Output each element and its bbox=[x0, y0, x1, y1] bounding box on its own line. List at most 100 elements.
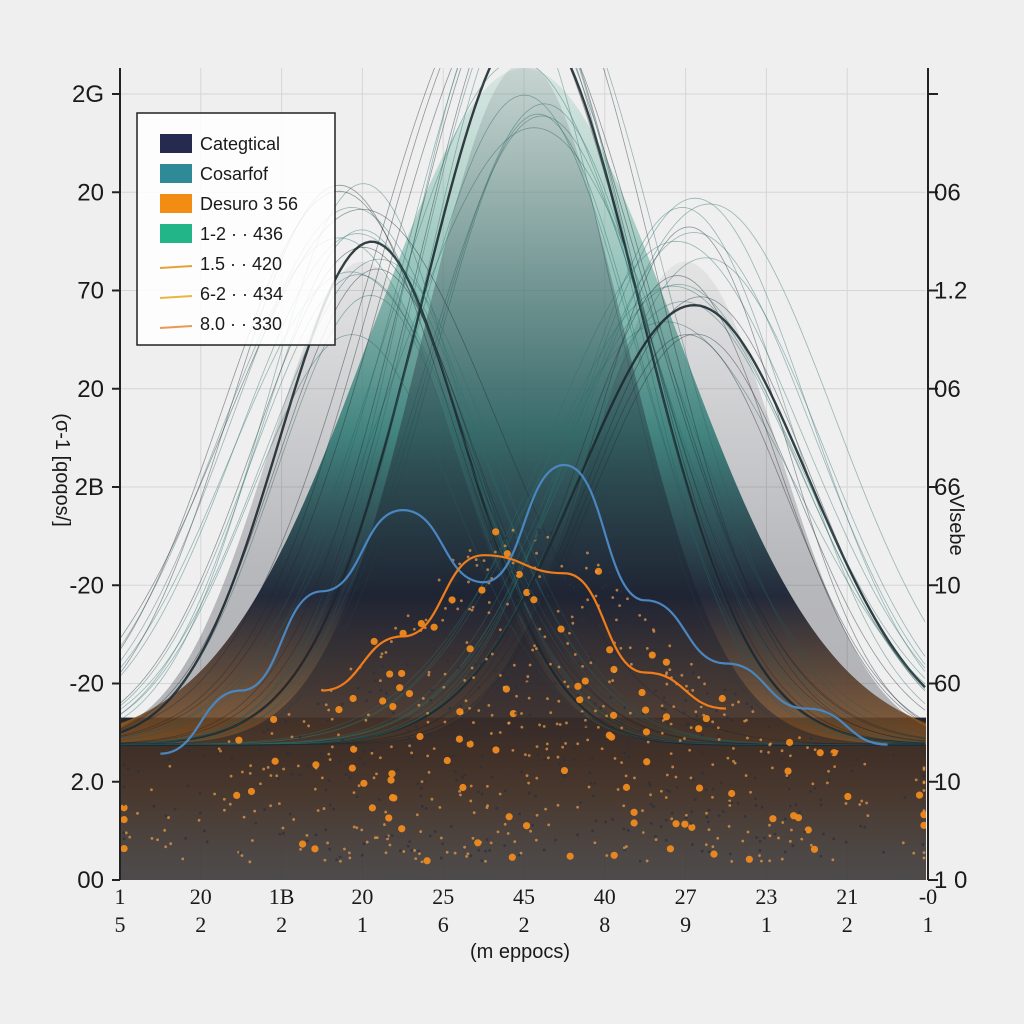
scatter-point bbox=[173, 807, 177, 811]
scatter-point bbox=[498, 673, 502, 677]
scatter-point bbox=[514, 711, 518, 715]
scatter-point bbox=[832, 837, 836, 841]
scatter-point bbox=[605, 854, 609, 857]
scatter-point bbox=[458, 789, 462, 793]
scatter-point bbox=[395, 768, 399, 772]
scatter-point bbox=[520, 770, 524, 774]
x-tick-label: 23 bbox=[755, 884, 777, 909]
scatter-point bbox=[665, 682, 669, 686]
scatter-point bbox=[326, 719, 330, 722]
scatter-point bbox=[704, 843, 708, 847]
scatter-point bbox=[504, 537, 508, 540]
scatter-point bbox=[372, 671, 376, 675]
scatter-point bbox=[593, 841, 597, 845]
y-tick-label-left: 20 bbox=[77, 376, 104, 403]
scatter-point bbox=[122, 803, 126, 806]
scatter-point bbox=[502, 685, 506, 689]
scatter-point bbox=[120, 844, 128, 853]
scatter-point bbox=[609, 696, 612, 699]
scatter-point bbox=[623, 751, 627, 755]
scatter-point bbox=[717, 738, 721, 741]
scatter-point bbox=[670, 817, 674, 821]
scatter-point bbox=[217, 752, 220, 756]
mesh-curve bbox=[120, 321, 926, 745]
x-tick-label: -0 bbox=[919, 884, 937, 909]
axes bbox=[119, 68, 929, 880]
scatter-point bbox=[599, 706, 603, 709]
scatter-point bbox=[711, 763, 715, 767]
scatter-point bbox=[430, 797, 434, 801]
x-tick-sublabel: 1 bbox=[761, 912, 772, 937]
scatter-point bbox=[671, 765, 675, 769]
scatter-point bbox=[710, 850, 718, 858]
scatter-point bbox=[622, 827, 626, 831]
scatter-point bbox=[357, 784, 361, 788]
scatter-point bbox=[417, 849, 421, 853]
scatter-point bbox=[515, 570, 523, 579]
scatter-point bbox=[622, 846, 626, 850]
scatter-point bbox=[759, 749, 763, 753]
scatter-point bbox=[352, 825, 356, 829]
scatter-point bbox=[547, 823, 551, 827]
scatter-point bbox=[922, 774, 926, 778]
scatter-point bbox=[416, 782, 420, 786]
scatter-point bbox=[419, 830, 423, 833]
scatter-point bbox=[365, 699, 369, 702]
scatter-point bbox=[733, 692, 737, 696]
scatter-point bbox=[213, 792, 216, 796]
scatter-point bbox=[638, 688, 646, 697]
scatter-point bbox=[788, 804, 792, 808]
scatter-point bbox=[408, 744, 412, 748]
scatter-point bbox=[546, 756, 550, 760]
scatter-point bbox=[690, 662, 693, 666]
scatter-point bbox=[699, 705, 703, 709]
scatter-point bbox=[844, 802, 848, 805]
scatter-point bbox=[863, 762, 867, 766]
scatter-point bbox=[721, 810, 725, 813]
scatter-point bbox=[456, 607, 460, 611]
scatter-point bbox=[579, 801, 582, 805]
scatter-point bbox=[528, 663, 532, 667]
scatter-point bbox=[780, 749, 784, 753]
legend-label: Desuro 3 56 bbox=[200, 194, 298, 214]
legend-swatch bbox=[160, 194, 192, 213]
scatter-point bbox=[922, 851, 926, 855]
scatter-point bbox=[360, 828, 364, 832]
scatter-point bbox=[348, 776, 352, 780]
scatter-point bbox=[385, 814, 393, 822]
scatter-point bbox=[572, 745, 576, 749]
scatter-point bbox=[584, 724, 588, 728]
scatter-point bbox=[641, 831, 645, 834]
y-tick-label-right: 1 0 bbox=[934, 867, 967, 894]
scatter-point bbox=[643, 618, 647, 621]
scatter-point bbox=[768, 834, 772, 838]
scatter-point bbox=[586, 598, 590, 602]
scatter-point bbox=[475, 563, 479, 567]
scatter-point bbox=[419, 787, 423, 791]
scatter-point bbox=[528, 590, 532, 594]
scatter-point bbox=[511, 528, 515, 532]
scatter-point bbox=[302, 720, 306, 723]
scatter-point bbox=[701, 771, 705, 775]
scatter-point bbox=[715, 709, 718, 713]
scatter-point bbox=[581, 718, 585, 721]
scatter-point bbox=[469, 854, 473, 858]
x-tick-label: 1B bbox=[269, 884, 295, 909]
scatter-point bbox=[364, 718, 368, 722]
scatter-point bbox=[669, 752, 673, 756]
scatter-point bbox=[656, 654, 660, 658]
scatter-point bbox=[480, 859, 484, 863]
scatter-point bbox=[535, 551, 538, 555]
scatter-point bbox=[408, 840, 412, 844]
scatter-point bbox=[803, 830, 807, 834]
mesh-curve bbox=[120, 207, 926, 746]
scatter-point bbox=[827, 778, 831, 781]
scatter-point bbox=[664, 818, 668, 822]
scatter-point bbox=[587, 696, 591, 699]
scatter-point bbox=[498, 731, 502, 734]
scatter-point bbox=[535, 745, 539, 749]
scatter-point bbox=[474, 558, 478, 561]
mesh-curve bbox=[120, 240, 926, 746]
scatter-point bbox=[390, 834, 394, 838]
scatter-point bbox=[259, 747, 263, 751]
